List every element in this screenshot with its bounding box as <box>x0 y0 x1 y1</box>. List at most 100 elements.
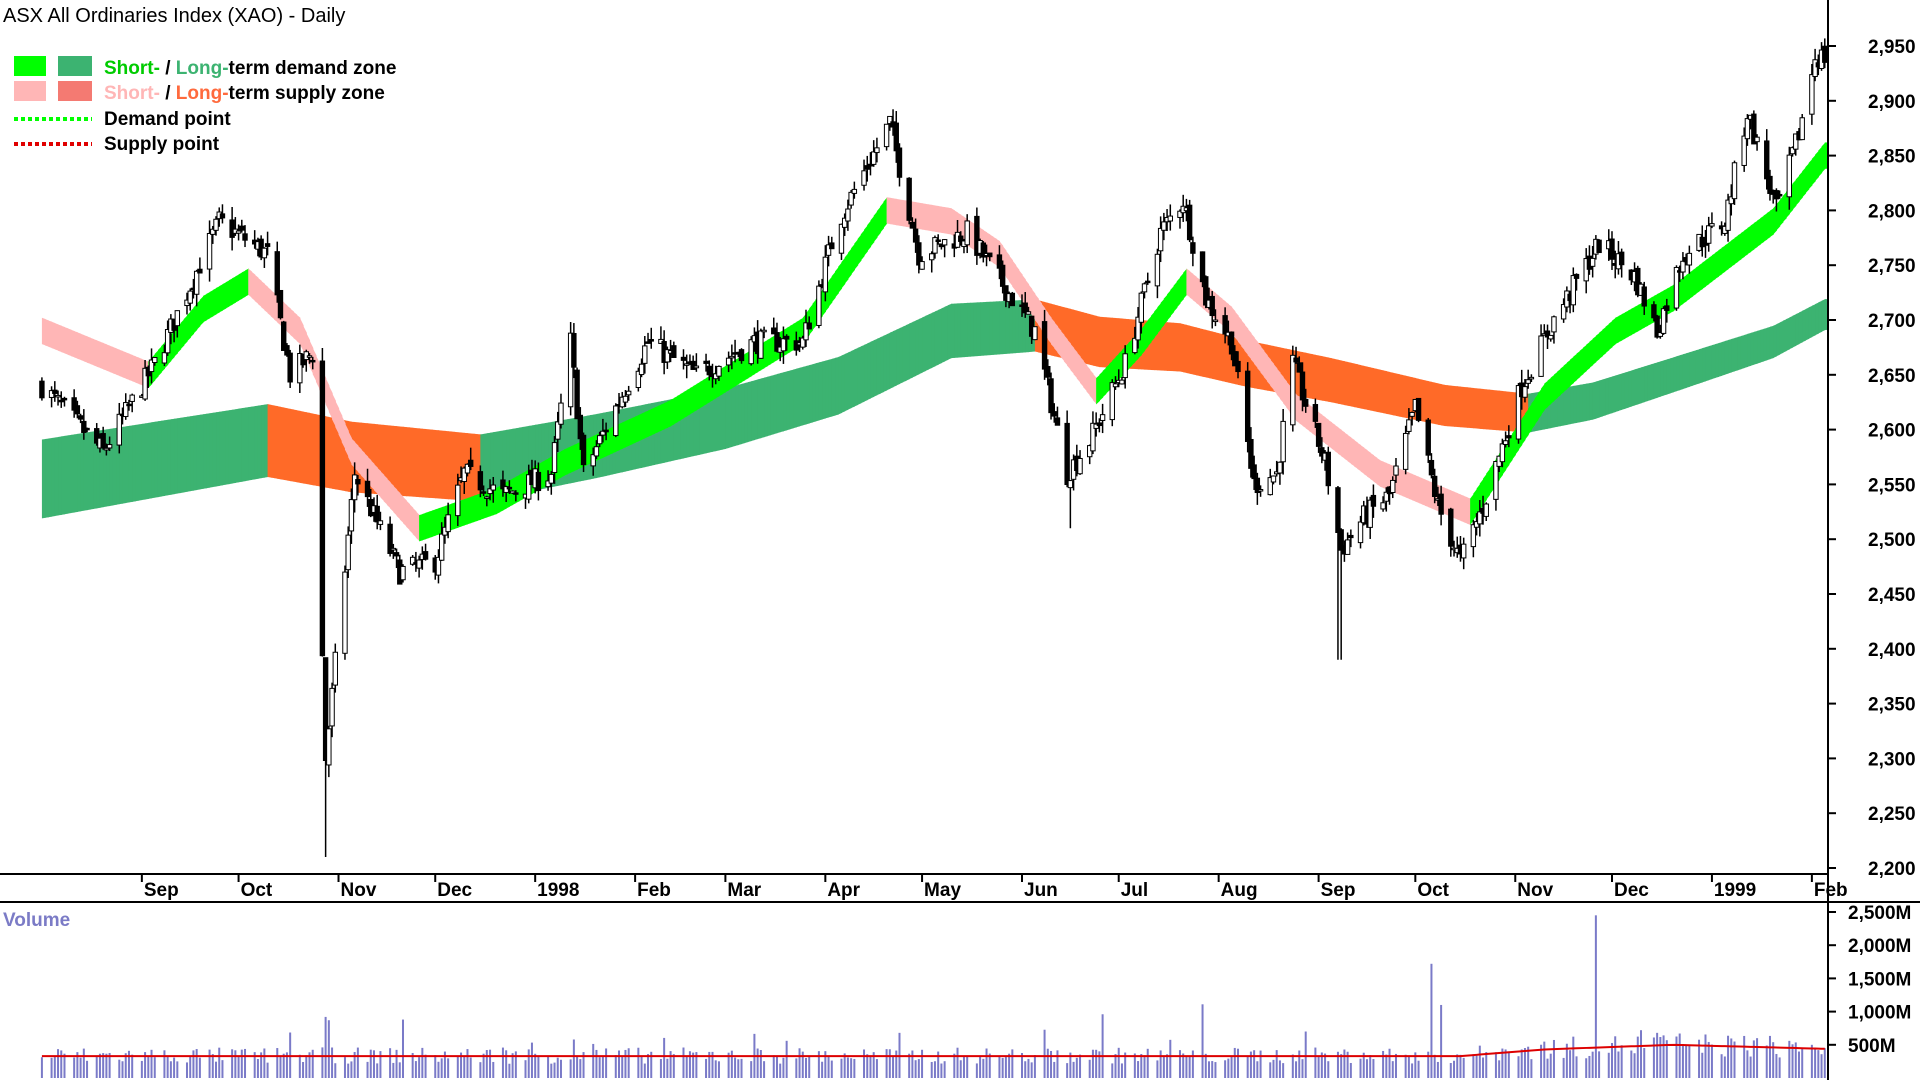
volume-bar <box>331 1047 334 1078</box>
short-term-zone-segment <box>470 495 475 524</box>
short-term-zone-segment <box>1615 315 1620 345</box>
short-term-zone-segment <box>1408 472 1413 501</box>
volume-bar <box>937 1051 940 1078</box>
long-term-zone-segment <box>277 406 282 480</box>
long-term-zone-segment <box>1444 384 1449 427</box>
candle-body <box>1022 302 1028 314</box>
candle-body <box>964 220 970 246</box>
volume-bar <box>1391 1061 1394 1078</box>
short-term-zone-segment <box>1328 419 1333 449</box>
short-term-zone-segment <box>1105 363 1110 394</box>
long-term-zone-segment <box>1731 338 1736 373</box>
candle-body <box>1706 225 1712 244</box>
volume-bar <box>150 1049 153 1078</box>
long-term-zone-segment <box>1366 366 1371 411</box>
candle-body <box>1212 319 1219 323</box>
short-term-zone-segment <box>157 346 162 377</box>
long-term-zone-segment <box>196 414 201 490</box>
candle-body <box>867 163 874 167</box>
short-term-zone-segment <box>1070 343 1075 375</box>
long-term-zone-segment <box>54 436 59 517</box>
long-term-zone-segment <box>1663 359 1668 396</box>
short-term-zone-segment <box>683 389 688 419</box>
volume-bar <box>395 1049 398 1078</box>
candle-body <box>1635 267 1641 296</box>
long-term-zone-segment <box>1167 322 1171 371</box>
y-tick-label: 2,950 <box>1868 37 1916 58</box>
candle-body <box>206 232 213 270</box>
long-term-zone-segment <box>1699 348 1703 384</box>
long-term-zone-segment <box>1437 383 1442 426</box>
volume-bar <box>1201 1004 1204 1078</box>
volume-bar <box>1478 1045 1481 1078</box>
long-term-zone-segment <box>1183 324 1188 373</box>
volume-bar <box>650 1051 653 1078</box>
long-term-zone-segment <box>80 432 85 512</box>
long-term-zone-segment <box>241 407 246 482</box>
short-term-zone-segment <box>1711 252 1716 282</box>
legend-swatch-short <box>14 81 46 101</box>
short-term-zone-segment <box>477 493 481 521</box>
long-term-zone-segment <box>435 429 440 499</box>
candle-body <box>725 357 732 366</box>
candle-body <box>74 405 81 415</box>
short-term-zone-segment <box>1363 447 1368 477</box>
short-term-zone-segment <box>1747 225 1752 255</box>
long-term-zone-segment <box>835 357 839 416</box>
volume-bar <box>618 1050 621 1078</box>
candle-body <box>1651 304 1657 319</box>
long-term-zone-segment <box>1015 300 1020 354</box>
volume-bar <box>343 1057 346 1078</box>
long-term-zone-segment <box>132 424 137 502</box>
long-term-zone-segment <box>177 417 182 494</box>
volume-bar <box>366 1061 369 1078</box>
volume-bar <box>1237 1048 1240 1078</box>
long-term-zone-segment <box>41 438 46 519</box>
volume-bar <box>376 1063 379 1078</box>
long-term-zone-segment <box>290 408 294 482</box>
short-term-zone-segment <box>1586 341 1591 372</box>
short-term-zone-segment <box>190 307 195 338</box>
long-term-zone-segment <box>1679 354 1684 391</box>
volume-bar <box>514 1051 517 1078</box>
long-term-zone-segment <box>145 422 149 500</box>
candle-body <box>1528 376 1535 380</box>
short-term-zone-segment <box>1715 250 1719 280</box>
volume-bar <box>798 1048 801 1078</box>
short-term-zone-segment <box>628 417 633 446</box>
volume-bar <box>102 1053 105 1078</box>
long-term-zone-segment <box>444 430 449 500</box>
short-term-zone-segment <box>299 317 304 352</box>
volume-bar <box>1291 1054 1294 1078</box>
volume-bar <box>501 1047 504 1078</box>
short-term-zone-segment <box>354 442 359 472</box>
volume-bar <box>1033 1055 1036 1078</box>
candle-body <box>1161 221 1167 231</box>
volume-bar <box>801 1051 804 1078</box>
short-term-zone-segment <box>1321 414 1326 444</box>
short-term-zone-segment <box>1557 368 1562 398</box>
long-term-zone-segment <box>1086 313 1091 365</box>
candle-body <box>61 397 68 401</box>
candle-body <box>1157 227 1164 252</box>
long-term-zone-segment <box>119 426 124 505</box>
short-term-zone-segment <box>1412 473 1416 502</box>
volume-bar <box>579 1059 582 1078</box>
long-term-zone-segment <box>409 427 414 497</box>
long-term-zone-segment <box>1179 323 1184 373</box>
candle-body <box>1589 257 1596 267</box>
short-term-zone-segment <box>1531 398 1536 430</box>
volume-bar <box>198 1057 201 1078</box>
volume-bar <box>1282 1063 1285 1078</box>
long-term-zone-segment <box>303 411 307 485</box>
long-term-zone-segment <box>164 419 169 496</box>
short-term-zone-segment <box>1460 494 1465 523</box>
candle-body <box>1702 242 1709 246</box>
short-term-zone-segment <box>1508 433 1513 465</box>
long-term-zone-segment <box>957 303 962 358</box>
short-term-zone-segment <box>1157 302 1162 334</box>
short-term-zone-segment <box>1231 306 1236 338</box>
long-term-zone-segment <box>1795 312 1800 346</box>
short-term-zone-segment <box>180 319 185 350</box>
long-term-zone-segment <box>1196 327 1200 376</box>
